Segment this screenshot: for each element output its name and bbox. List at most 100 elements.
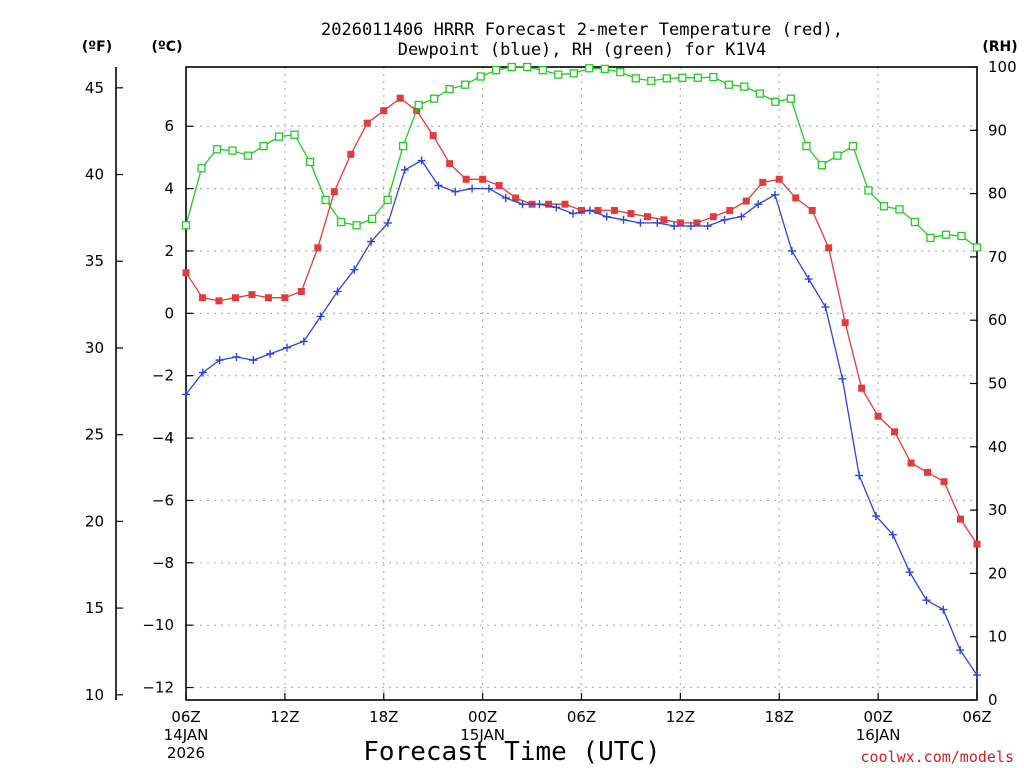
dewpoint-point bbox=[855, 471, 864, 480]
dewpoint-point bbox=[585, 206, 594, 215]
x-tick-label: 00Z bbox=[863, 708, 892, 726]
x-tick-label: 12Z bbox=[270, 708, 299, 726]
celsius-tick-label: 4 bbox=[164, 180, 174, 198]
rh-point bbox=[228, 146, 237, 155]
rh-point bbox=[336, 217, 346, 227]
temperature-point bbox=[297, 288, 305, 296]
rh-point bbox=[740, 82, 749, 91]
rh-point bbox=[430, 94, 439, 103]
rh-point bbox=[600, 64, 609, 74]
x-tick-label: 00Z bbox=[468, 708, 497, 726]
x-tick-label: 06Z bbox=[567, 708, 596, 726]
rh-tick-label: 50 bbox=[988, 375, 1007, 393]
rh-point bbox=[259, 141, 268, 151]
rh-point bbox=[910, 217, 920, 227]
x-tick-label: 06Z bbox=[171, 708, 200, 726]
rh-tick-label: 20 bbox=[988, 564, 1007, 582]
rh-point bbox=[972, 243, 982, 252]
fahrenheit-tick-label: 40 bbox=[85, 166, 104, 184]
rh-point bbox=[709, 72, 718, 82]
dewpoint-point bbox=[383, 218, 392, 227]
dewpoint-point bbox=[232, 352, 241, 361]
temperature-point bbox=[182, 269, 190, 277]
celsius-unit-label: (ºC) bbox=[152, 39, 183, 55]
dewpoint-point bbox=[569, 209, 578, 218]
rh-point bbox=[771, 97, 780, 106]
rh-point bbox=[352, 221, 361, 230]
x-tick-date-label: 14JAN bbox=[164, 726, 209, 744]
rh-point bbox=[941, 230, 951, 239]
rh-point bbox=[895, 205, 904, 214]
x-tick-date-label: 16JAN bbox=[856, 726, 901, 744]
dewpoint-point bbox=[653, 218, 662, 227]
dewpoint-point bbox=[417, 156, 426, 165]
fahrenheit-tick-label: 35 bbox=[85, 252, 104, 270]
dewpoint-point bbox=[670, 222, 679, 231]
rh-point bbox=[554, 70, 563, 79]
rh-point bbox=[290, 130, 299, 139]
temperature-point bbox=[825, 244, 833, 252]
fahrenheit-tick-label: 15 bbox=[85, 599, 104, 617]
chart-title-line2: Dewpoint (blue), RH (green) for K1V4 bbox=[398, 40, 766, 60]
rh-point bbox=[957, 231, 966, 241]
temperature-point bbox=[676, 219, 684, 227]
dewpoint-point bbox=[400, 165, 409, 174]
dewpoint-point bbox=[484, 184, 493, 193]
celsius-tick-label: 0 bbox=[164, 304, 174, 322]
temperature-point bbox=[380, 107, 388, 115]
fahrenheit-tick-label: 10 bbox=[85, 686, 104, 704]
temperature-point bbox=[759, 178, 767, 186]
dewpoint-point bbox=[434, 181, 443, 190]
dewpoint-point bbox=[535, 200, 544, 209]
grid bbox=[186, 67, 977, 700]
dewpoint-point bbox=[299, 337, 308, 346]
celsius-tick-label: −8 bbox=[152, 554, 174, 572]
temperature-point bbox=[726, 206, 734, 214]
dewpoint-point bbox=[316, 312, 325, 321]
rh-point bbox=[538, 66, 547, 75]
rh-point bbox=[445, 85, 454, 94]
dewpoint-point bbox=[602, 212, 611, 221]
dewpoint-point bbox=[737, 212, 746, 221]
rh-point bbox=[321, 195, 330, 205]
dewpoint-point bbox=[282, 343, 291, 352]
dewpoint-point bbox=[636, 218, 645, 227]
temperature-point bbox=[709, 213, 717, 221]
x-tick-label: 18Z bbox=[765, 708, 794, 726]
temperature-point bbox=[808, 206, 816, 214]
temperature-point bbox=[858, 384, 866, 392]
rh-point bbox=[523, 62, 532, 72]
dewpoint-point bbox=[468, 184, 477, 193]
dewpoint-point bbox=[821, 303, 830, 312]
dewpoint-point bbox=[451, 187, 460, 196]
dewpoint-point bbox=[703, 222, 712, 231]
dewpoint-point bbox=[973, 671, 981, 680]
rh-tick-label: 100 bbox=[988, 58, 1017, 76]
rh-tick-label: 90 bbox=[988, 121, 1007, 139]
x-tick-year-label: 2026 bbox=[167, 744, 205, 762]
fahrenheit-tick-label: 25 bbox=[85, 426, 104, 444]
celsius-tick-label: 6 bbox=[164, 117, 174, 135]
rh-point bbox=[833, 151, 842, 160]
dewpoint-point bbox=[787, 246, 796, 255]
rh-point bbox=[864, 186, 873, 195]
rh-point bbox=[585, 64, 594, 73]
temperature-point bbox=[792, 194, 800, 202]
rh-point bbox=[647, 76, 656, 86]
rh-point bbox=[181, 221, 191, 230]
rh-tick-label: 60 bbox=[988, 311, 1007, 329]
rh-point bbox=[461, 80, 470, 89]
rh-point bbox=[755, 89, 765, 98]
fahrenheit-tick-label: 20 bbox=[85, 512, 104, 530]
temperature-point bbox=[479, 175, 487, 183]
dewpoint-point bbox=[838, 374, 847, 383]
temperature-point bbox=[363, 119, 371, 127]
temperature-point bbox=[512, 194, 520, 202]
rh-point bbox=[507, 62, 516, 72]
temperature-point bbox=[627, 210, 635, 218]
temperature-point bbox=[874, 412, 882, 420]
dewpoint-line bbox=[185, 159, 978, 676]
rh-point bbox=[802, 141, 811, 151]
dewpoint-point bbox=[182, 390, 190, 399]
